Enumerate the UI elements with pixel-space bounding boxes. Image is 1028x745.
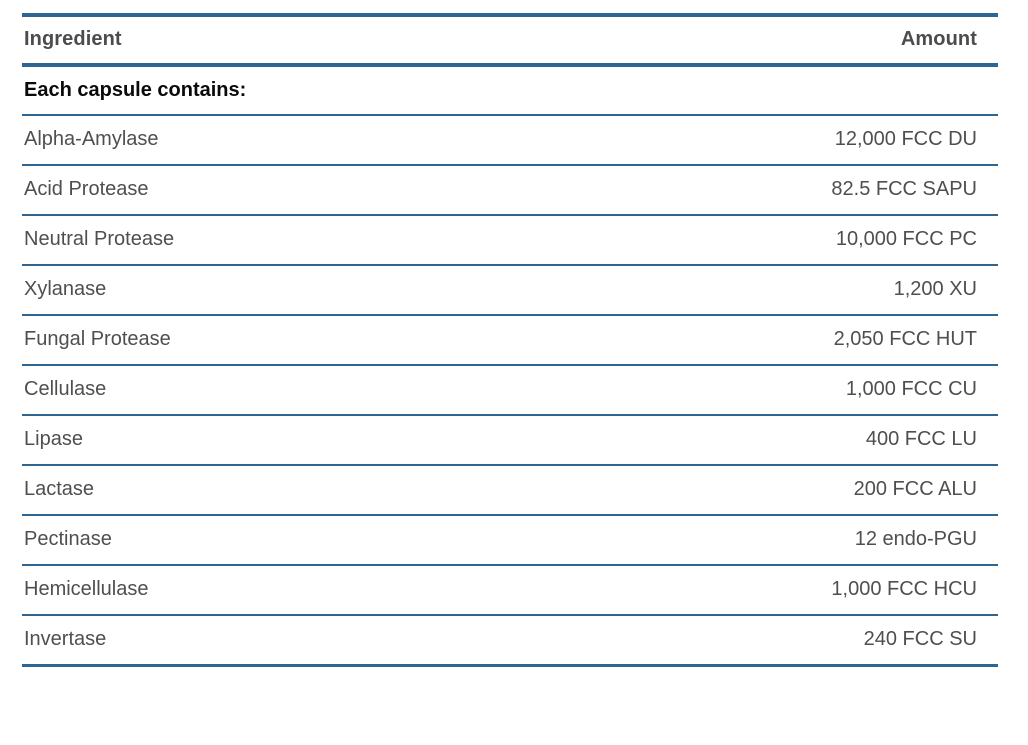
table-row: Lipase 400 FCC LU xyxy=(22,415,998,466)
table-row: Cellulase 1,000 FCC CU xyxy=(22,365,998,416)
ingredient-name: Alpha-Amylase xyxy=(22,115,510,166)
ingredient-name: Lactase xyxy=(22,465,510,516)
ingredient-name: Cellulase xyxy=(22,365,510,416)
ingredient-name: Neutral Protease xyxy=(22,215,510,266)
table-row: Fungal Protease 2,050 FCC HUT xyxy=(22,315,998,366)
ingredient-amount: 2,050 FCC HUT xyxy=(510,315,998,366)
table-row: Alpha-Amylase 12,000 FCC DU xyxy=(22,115,998,166)
page: Ingredient Amount Each capsule contains:… xyxy=(22,13,998,667)
ingredient-amount: 240 FCC SU xyxy=(510,615,998,667)
table-row: Invertase 240 FCC SU xyxy=(22,615,998,667)
table-row: Pectinase 12 endo-PGU xyxy=(22,515,998,566)
ingredient-amount: 200 FCC ALU xyxy=(510,465,998,516)
table-row: Acid Protease 82.5 FCC SAPU xyxy=(22,165,998,216)
table-header-row: Ingredient Amount xyxy=(22,15,998,65)
column-header-ingredient: Ingredient xyxy=(24,28,122,50)
ingredient-amount: 1,000 FCC HCU xyxy=(510,565,998,616)
section-header-label: Each capsule contains: xyxy=(22,65,998,116)
table-row: Lactase 200 FCC ALU xyxy=(22,465,998,516)
table-row: Neutral Protease 10,000 FCC PC xyxy=(22,215,998,266)
ingredient-amount: 400 FCC LU xyxy=(510,415,998,466)
column-header-amount: Amount xyxy=(900,28,977,50)
ingredient-name: Fungal Protease xyxy=(22,315,510,366)
section-header-row: Each capsule contains: xyxy=(22,65,998,116)
ingredient-amount: 12,000 FCC DU xyxy=(510,115,998,166)
ingredient-name: Lipase xyxy=(22,415,510,466)
ingredient-name: Pectinase xyxy=(22,515,510,566)
ingredient-name: Invertase xyxy=(22,615,510,667)
ingredient-amount: 1,200 XU xyxy=(510,265,998,316)
ingredient-amount: 82.5 FCC SAPU xyxy=(510,165,998,216)
table-row: Hemicellulase 1,000 FCC HCU xyxy=(22,565,998,616)
ingredients-table: Ingredient Amount Each capsule contains:… xyxy=(22,13,998,667)
ingredient-name: Hemicellulase xyxy=(22,565,510,616)
ingredient-amount: 1,000 FCC CU xyxy=(510,365,998,416)
ingredient-amount: 12 endo-PGU xyxy=(510,515,998,566)
ingredient-name: Xylanase xyxy=(22,265,510,316)
ingredient-amount: 10,000 FCC PC xyxy=(510,215,998,266)
ingredient-name: Acid Protease xyxy=(22,165,510,216)
table-row: Xylanase 1,200 XU xyxy=(22,265,998,316)
